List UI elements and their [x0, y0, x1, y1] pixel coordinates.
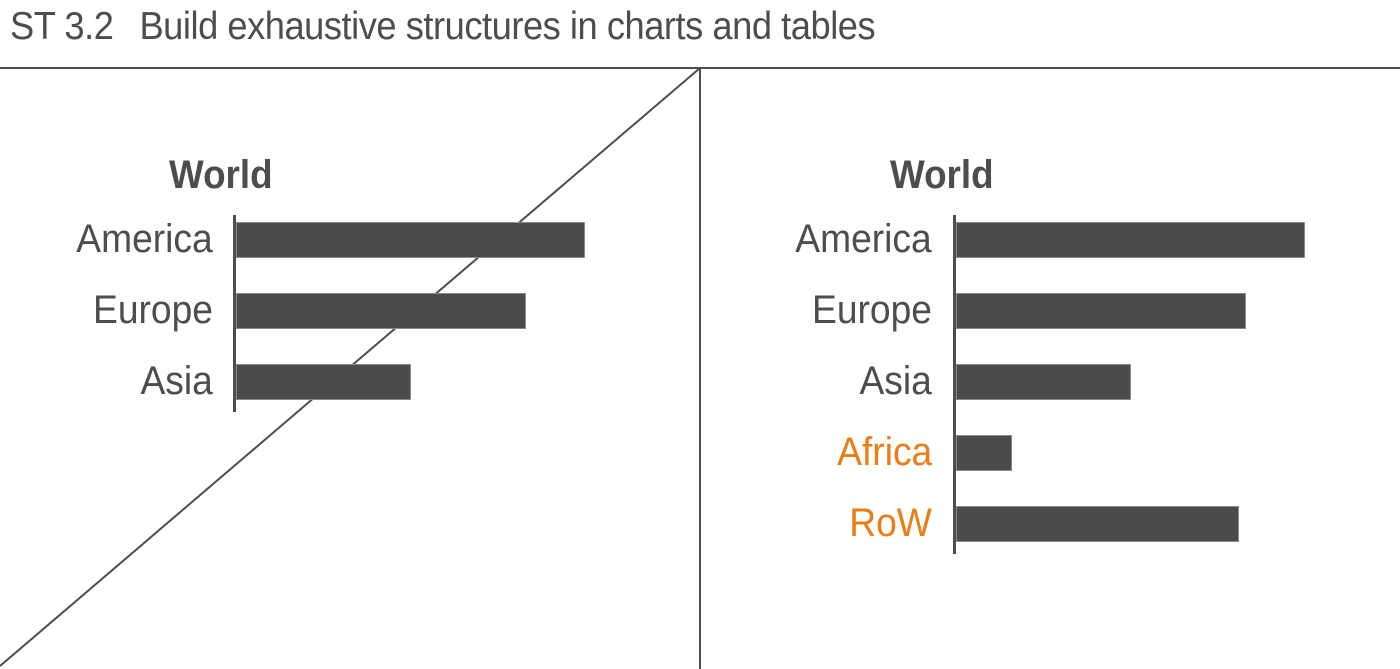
- bar: [956, 364, 1131, 400]
- chart-title: World: [169, 153, 273, 197]
- section-code: ST 3.2: [10, 5, 114, 48]
- bar-row-asia: Asia: [0, 359, 1400, 403]
- category-label: America: [795, 217, 932, 261]
- category-label: Asia: [140, 359, 213, 403]
- category-label: Europe: [812, 288, 932, 332]
- category-label: America: [76, 217, 213, 261]
- category-label: RoW: [849, 501, 932, 545]
- bar-row-europe: Europe: [0, 288, 1400, 332]
- bar: [956, 222, 1305, 258]
- chart-title: World: [890, 153, 994, 197]
- bar-row-america: America: [0, 217, 1400, 261]
- bar: [236, 293, 526, 329]
- bar: [956, 506, 1239, 542]
- bar: [236, 222, 585, 258]
- category-label: Asia: [859, 359, 932, 403]
- category-label: Africa: [836, 430, 932, 474]
- bar-row-asia: Asia: [0, 359, 1400, 403]
- chart-axis: [953, 215, 956, 554]
- bar-row-america: America: [0, 217, 1400, 261]
- bar: [956, 435, 1012, 471]
- category-label: Europe: [93, 288, 213, 332]
- bar: [956, 293, 1246, 329]
- left-chart-panel: World America Europe Asia: [0, 0, 699, 669]
- bar: [236, 364, 411, 400]
- bar-row-row: RoW: [0, 501, 1400, 545]
- chart-axis: [233, 215, 236, 412]
- section-title: Build exhaustive structures in charts an…: [139, 5, 876, 48]
- bar-row-europe: Europe: [0, 288, 1400, 332]
- bar-row-africa: Africa: [0, 430, 1400, 474]
- page-title: ST 3.2 Build exhaustive structures in cha…: [10, 4, 876, 50]
